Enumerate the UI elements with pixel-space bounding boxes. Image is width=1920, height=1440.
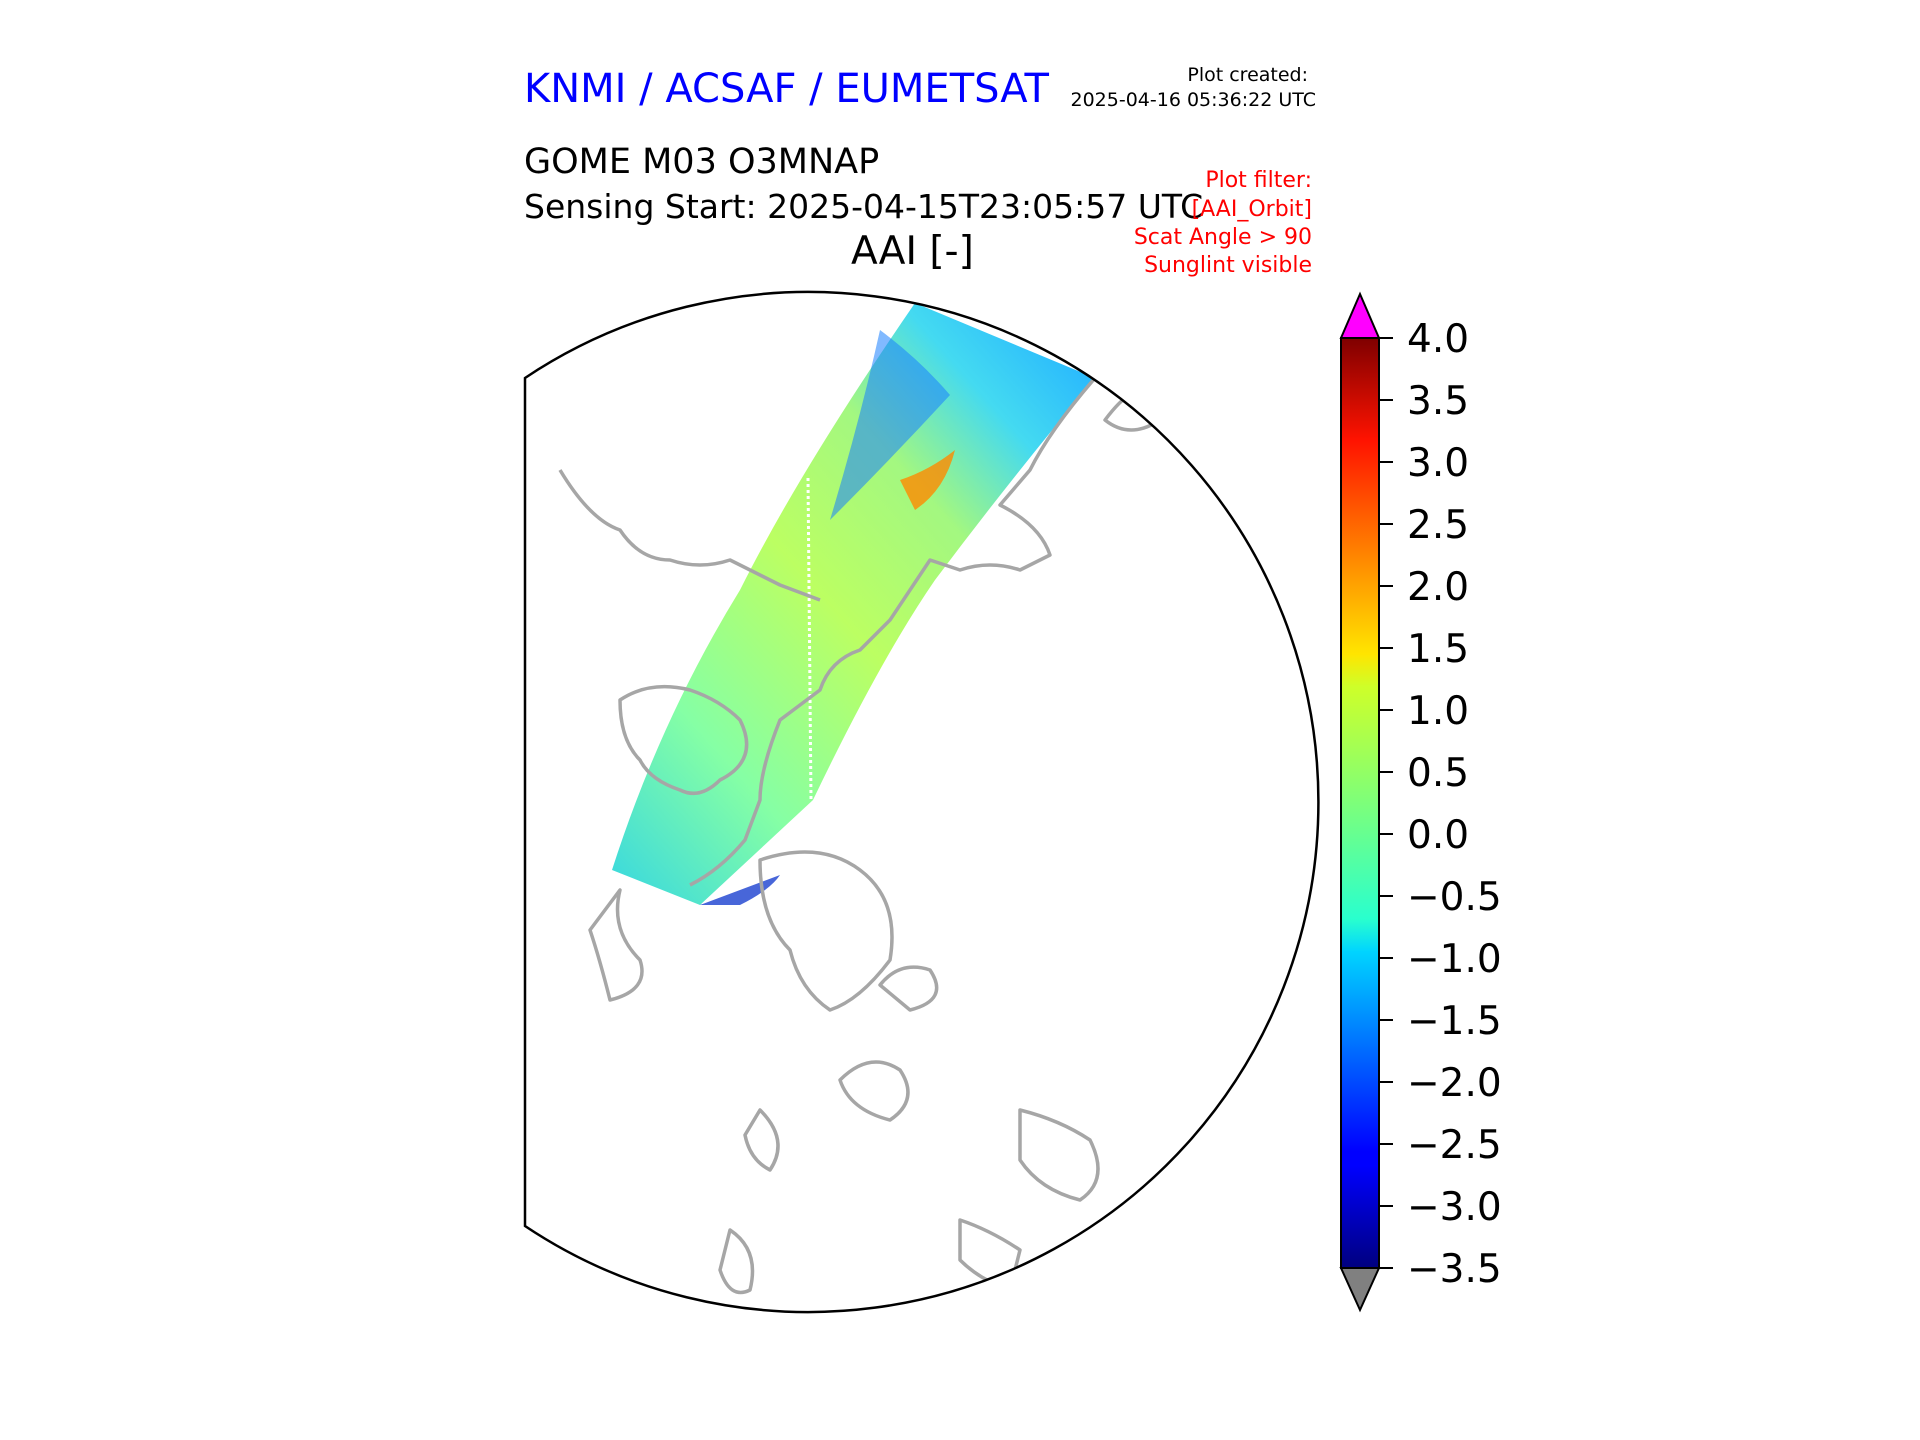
sensing-start: Sensing Start: 2025-04-15T23:05:57 UTC [524, 187, 1204, 226]
colorbar-scale [1340, 337, 1380, 1269]
plot-filter-scat-angle: Scat Angle > 90 [1133, 225, 1312, 250]
coastline-scandinavia [838, 1060, 910, 1122]
colorbar-tick-label: 1.5 [1407, 627, 1469, 672]
colorbar-tick-label: −1.0 [1407, 937, 1502, 982]
high-aai-patch [900, 450, 955, 510]
colorbar-tick-label: 2.0 [1407, 565, 1469, 610]
coastline-siberia-east [1018, 1108, 1100, 1202]
colorbar-extend-max [1339, 291, 1381, 339]
organization-title: KNMI / ACSAF / EUMETSAT [524, 66, 1049, 112]
colorbar-tick-label: −3.5 [1407, 1247, 1502, 1292]
coastline-hudson-bay [588, 888, 644, 1002]
colorbar-ticks: 4.0 3.5 3.0 2.5 2.0 1.5 1.0 0.5 0.0 −0.5 −1.0 −1.5 −… [1379, 317, 1502, 1292]
colorbar-extend-min [1339, 1267, 1381, 1313]
colorbar-tick-label: 3.5 [1407, 379, 1469, 424]
colorbar-tick-label: −1.5 [1407, 999, 1502, 1044]
colorbar-tick-label: −2.0 [1407, 1061, 1502, 1106]
colorbar: 4.0 3.5 3.0 2.5 2.0 1.5 1.0 0.5 0.0 −0.5 −1.0 −1.5 −… [1339, 291, 1502, 1313]
colorbar-tick-label: 4.0 [1407, 317, 1469, 362]
colorbar-tick-label: 3.0 [1407, 441, 1469, 486]
colorbar-tick-label: −0.5 [1407, 875, 1502, 920]
coastline-canada-islands [618, 684, 749, 796]
plot-created-timestamp: 2025-04-16 05:36:22 UTC [1070, 89, 1317, 111]
coastline-british-isles [743, 1108, 780, 1172]
coastline-iceland [878, 965, 939, 1012]
coastline-iberia [718, 1228, 755, 1295]
product-title: GOME M03 O3MNAP [524, 142, 880, 182]
colorbar-tick-label: −2.5 [1407, 1123, 1502, 1168]
aai-swath [612, 303, 1095, 905]
coastline-alaska [558, 469, 821, 602]
colorbar-tick-label: 2.5 [1407, 503, 1469, 548]
plot-filter-sunglint: Sunglint visible [1144, 253, 1312, 278]
variable-title: AAI [-] [851, 229, 974, 274]
low-aai-patch [830, 330, 950, 520]
colorbar-tick-label: −3.0 [1407, 1185, 1502, 1230]
coastline-greenland [758, 850, 894, 1012]
colorbar-tick-label: 0.5 [1407, 751, 1469, 796]
plot-filter-label: Plot filter: [1205, 168, 1312, 193]
plot-filter-orbit: [AAI_Orbit] [1191, 197, 1312, 222]
map-boundary [523, 290, 1320, 1314]
colorbar-tick-label: 1.0 [1407, 689, 1469, 734]
coastline-eurasia-north [689, 376, 1097, 887]
plot-created-label: Plot created: [1187, 64, 1308, 86]
colorbar-tick-label: 0.0 [1407, 813, 1469, 858]
